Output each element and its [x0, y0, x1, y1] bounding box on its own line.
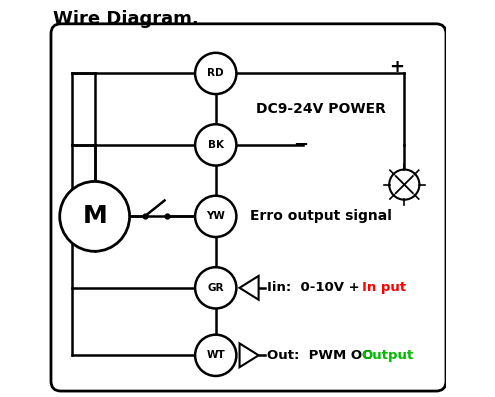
Text: BK: BK: [208, 140, 224, 150]
Circle shape: [389, 170, 419, 200]
Polygon shape: [240, 343, 258, 367]
Text: +: +: [389, 58, 404, 77]
Polygon shape: [240, 276, 258, 300]
Text: Out:  PWM OC: Out: PWM OC: [266, 349, 376, 362]
Text: GR: GR: [207, 283, 224, 293]
Text: WT: WT: [206, 350, 225, 360]
Circle shape: [195, 196, 237, 237]
Text: M: M: [82, 204, 107, 228]
Text: Output: Output: [362, 349, 414, 362]
Text: Erro output signal: Erro output signal: [250, 209, 392, 224]
Circle shape: [195, 53, 237, 94]
Text: Wire Diagram.: Wire Diagram.: [53, 10, 198, 28]
FancyBboxPatch shape: [51, 24, 446, 391]
Circle shape: [195, 124, 237, 166]
Text: DC9-24V POWER: DC9-24V POWER: [256, 102, 386, 116]
Circle shape: [60, 181, 130, 251]
Text: In put: In put: [362, 281, 406, 294]
Text: RD: RD: [207, 68, 224, 79]
Text: Iin:  0-10V +: Iin: 0-10V +: [266, 281, 364, 294]
Text: YW: YW: [206, 211, 225, 222]
Circle shape: [195, 335, 237, 376]
Text: −: −: [294, 136, 309, 154]
Circle shape: [195, 267, 237, 308]
